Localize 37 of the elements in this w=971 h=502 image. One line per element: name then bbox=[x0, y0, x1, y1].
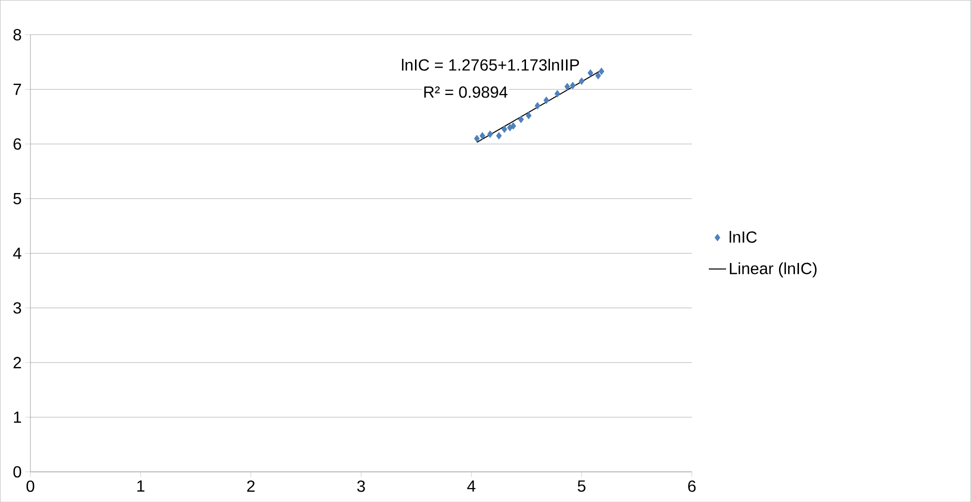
y-tick-label: 8 bbox=[13, 28, 22, 40]
y-tick-label: 3 bbox=[13, 302, 22, 314]
legend-label: Linear (lnIC) bbox=[730, 262, 817, 278]
annotation: R² = 0.9894 bbox=[424, 86, 508, 98]
point bbox=[543, 96, 550, 104]
point bbox=[526, 112, 532, 120]
point bbox=[480, 132, 486, 140]
y-tick-label: 5 bbox=[13, 192, 22, 204]
y-tick-label: 7 bbox=[14, 84, 21, 95]
point bbox=[510, 122, 516, 130]
y-tick-label: 0 bbox=[13, 466, 22, 478]
y-tick-label: 1 bbox=[14, 412, 21, 423]
point bbox=[534, 102, 540, 110]
annotation: lnIC = 1.2765+1.173lnIIP bbox=[402, 58, 579, 71]
point bbox=[578, 77, 584, 85]
point bbox=[487, 130, 493, 138]
y-tick-label: 2 bbox=[14, 356, 21, 368]
y-tick-label: 6 bbox=[14, 138, 22, 150]
legend-label: lnIC bbox=[730, 230, 757, 243]
point bbox=[474, 134, 480, 142]
x-tick-label: 5 bbox=[578, 480, 586, 492]
point bbox=[554, 90, 560, 98]
y-tick-label: 4 bbox=[13, 248, 22, 259]
point bbox=[598, 67, 604, 75]
x-tick-label: 6 bbox=[688, 480, 696, 492]
point bbox=[502, 125, 508, 133]
x-tick-label: 0 bbox=[26, 480, 34, 492]
x-tick-label: 4 bbox=[467, 480, 476, 492]
x-tick-label: 3 bbox=[357, 480, 365, 492]
point bbox=[496, 132, 502, 140]
point bbox=[595, 72, 601, 80]
point bbox=[570, 82, 576, 90]
x-tick-label: 1 bbox=[137, 480, 144, 492]
point bbox=[564, 82, 570, 90]
point bbox=[588, 69, 594, 77]
x-tick-label: 2 bbox=[247, 480, 255, 492]
point bbox=[518, 116, 524, 124]
